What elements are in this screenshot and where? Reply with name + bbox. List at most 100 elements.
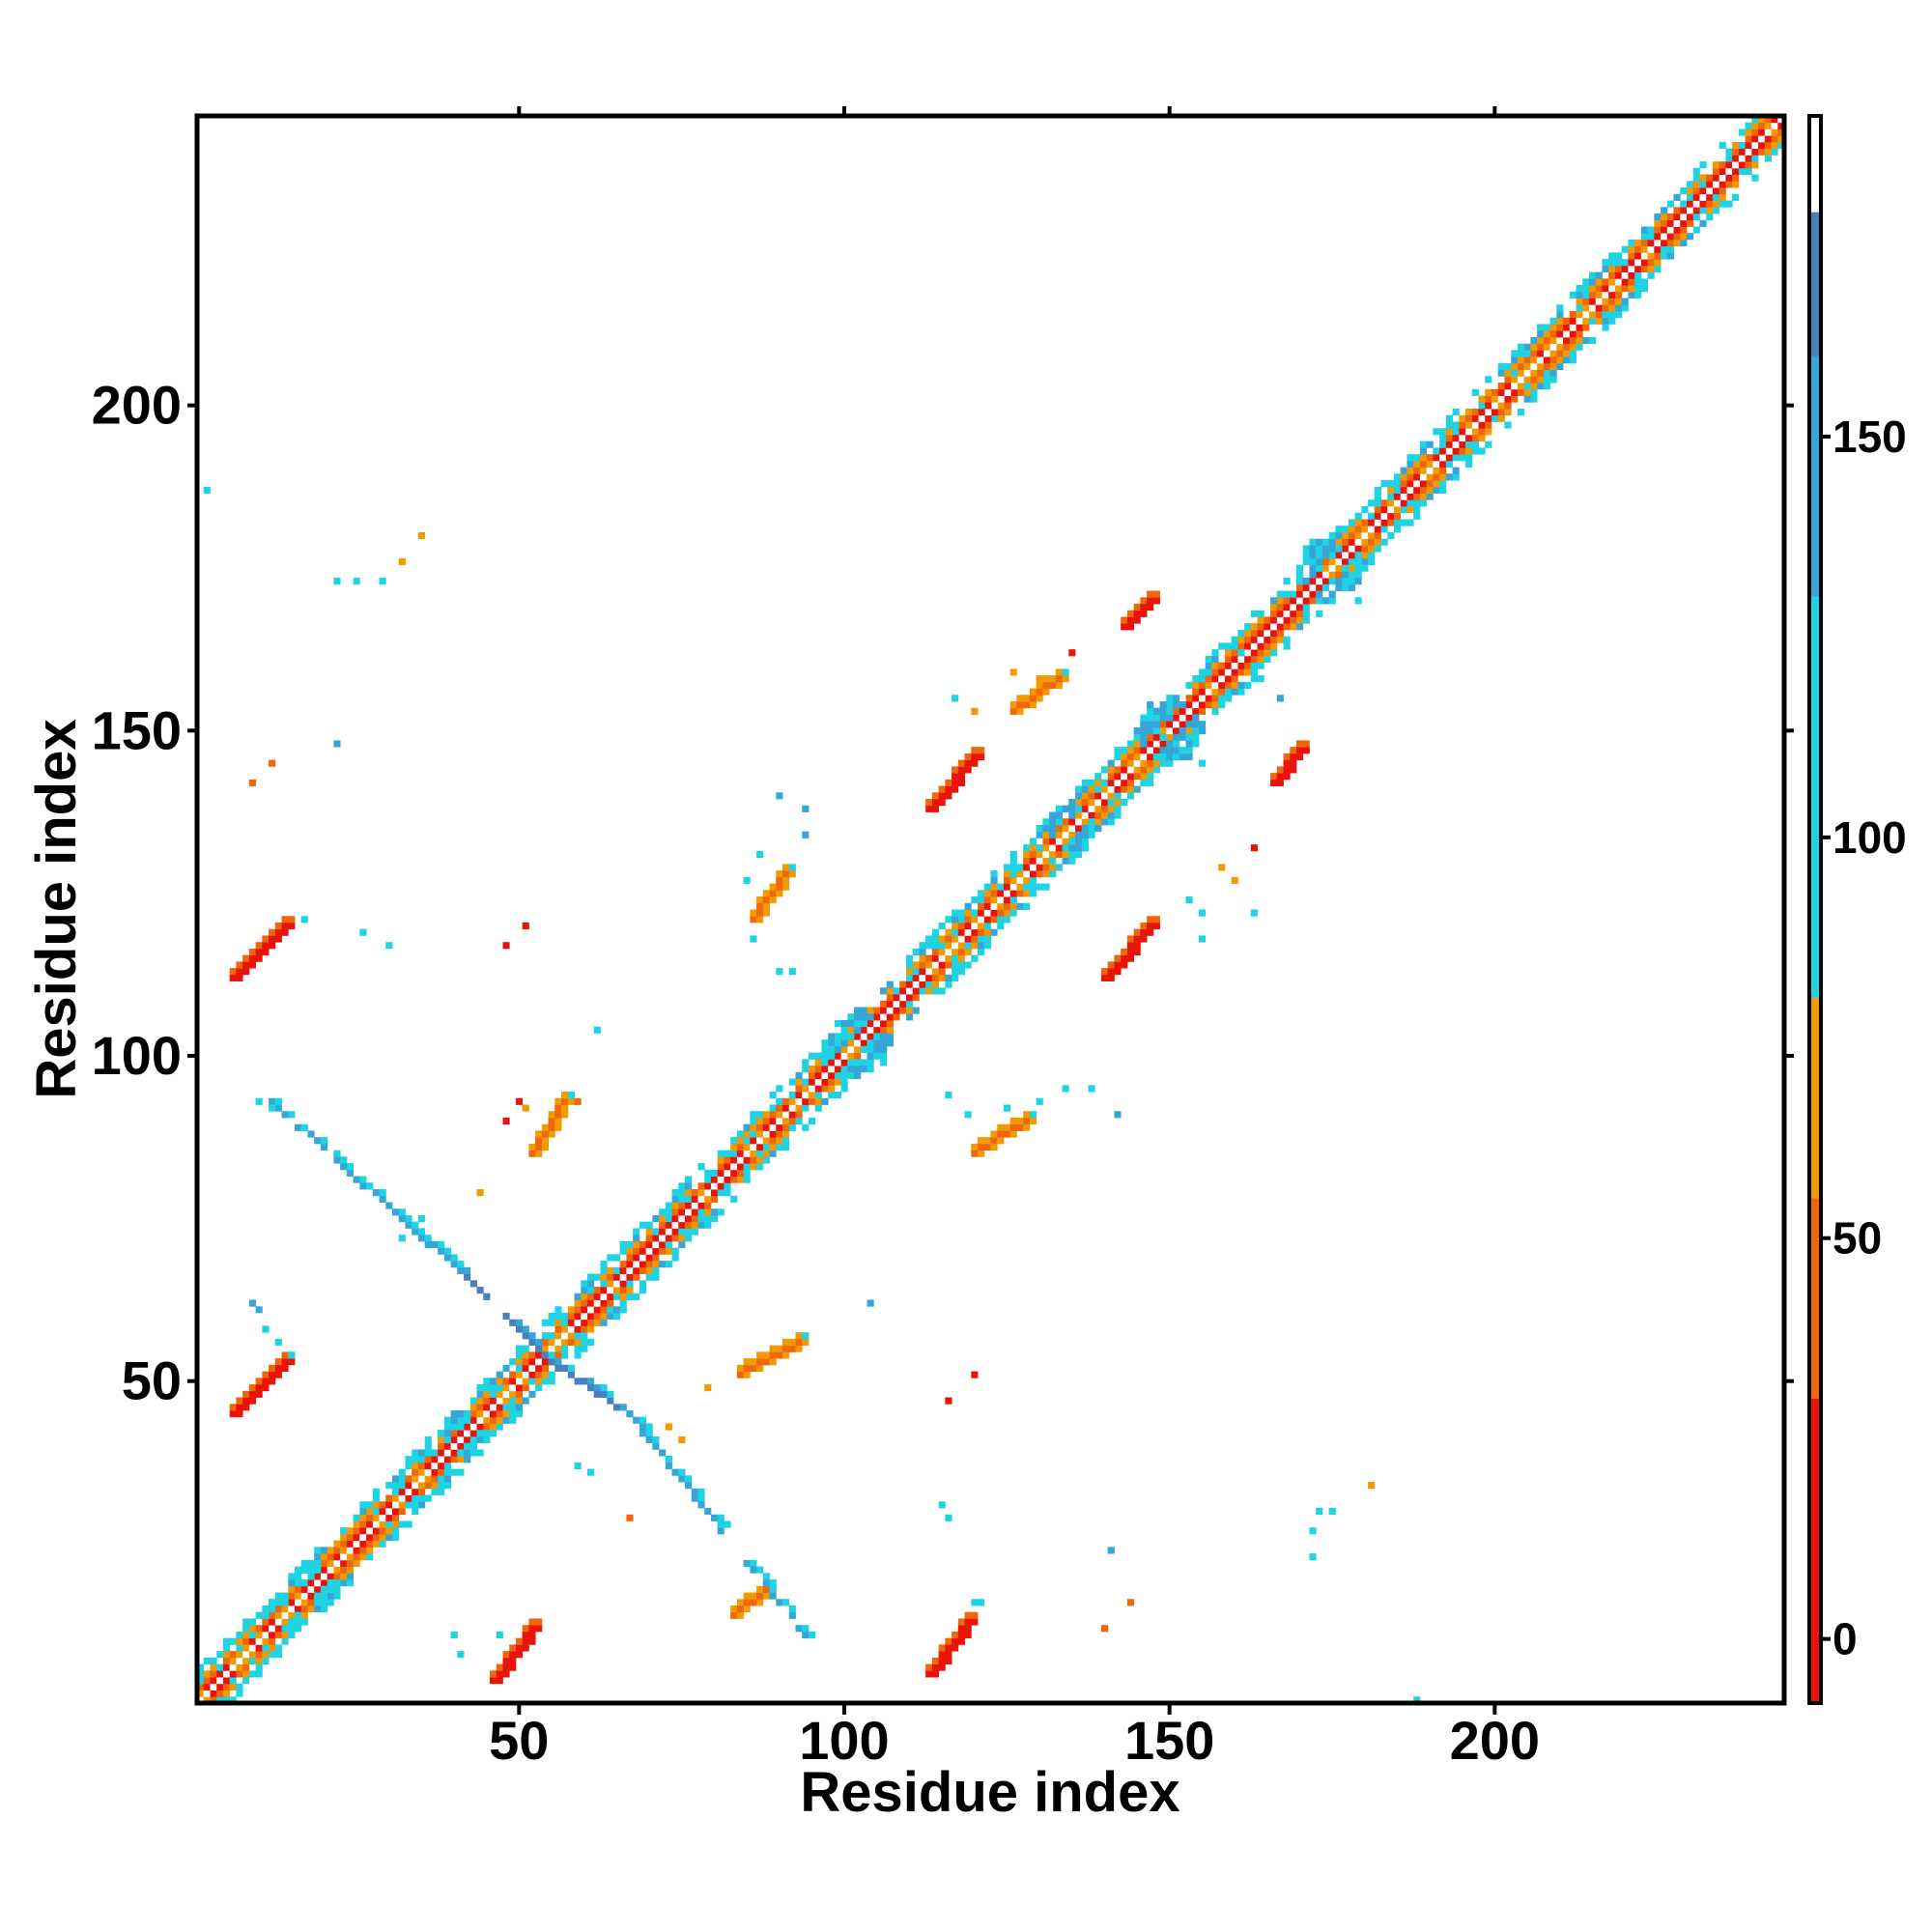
scatter-cell [457, 1651, 465, 1659]
near-diagonal-cell [762, 1111, 770, 1119]
diagonal-cell [724, 1169, 731, 1177]
arm-cell [600, 1390, 608, 1398]
blob-cell [1335, 578, 1343, 585]
near-diagonal-cell [255, 1663, 263, 1671]
scatter-cell [262, 1325, 270, 1333]
arm-cell [274, 1097, 282, 1105]
diagonal-cell [1100, 792, 1109, 800]
near-diagonal-cell [724, 1189, 731, 1197]
near-diagonal-cell [1771, 141, 1778, 150]
near-diagonal-cell [242, 1670, 250, 1678]
near-diagonal-cell [912, 974, 920, 981]
near-diagonal-cell [1302, 597, 1310, 605]
near-diagonal-cell [938, 987, 946, 995]
near-diagonal-cell [795, 1092, 803, 1099]
near-diagonal-cell [1537, 376, 1545, 384]
contact-cell [496, 1670, 503, 1678]
near-diagonal-cell [515, 1390, 524, 1398]
scatter-cell [1368, 1482, 1376, 1490]
near-diagonal-cell [1244, 668, 1252, 676]
contact-cell [1100, 974, 1109, 981]
near-diagonal-cell [587, 1312, 595, 1321]
near-diagonal-cell [1439, 428, 1447, 436]
contact-cell [229, 968, 237, 976]
near-diagonal-cell [1751, 122, 1759, 129]
diagonal-cell [795, 1097, 803, 1105]
contact-cell [535, 1625, 543, 1633]
diagonal-cell [828, 1065, 836, 1073]
near-diagonal-cell [971, 909, 979, 917]
near-diagonal-cell [1354, 519, 1362, 526]
near-diagonal-cell [750, 1123, 757, 1131]
near-diagonal-cell [1680, 187, 1688, 195]
near-diagonal-cell [1400, 480, 1407, 488]
arm-cell [424, 1235, 432, 1242]
near-diagonal-cell [417, 1449, 426, 1457]
near-diagonal-cell [1497, 362, 1505, 371]
near-diagonal-cell [743, 1137, 751, 1145]
near-diagonal-cell [1368, 512, 1376, 520]
near-diagonal-cell [840, 1078, 848, 1086]
near-diagonal-cell [262, 1605, 270, 1613]
diagonal-cell [535, 1358, 543, 1366]
contact-cell [548, 1123, 555, 1131]
near-diagonal-cell [1608, 311, 1616, 319]
near-diagonal-cell [1029, 890, 1037, 897]
contact-cell [236, 1397, 243, 1405]
contact-cell [535, 1618, 543, 1626]
near-diagonal-cell [1406, 473, 1414, 481]
near-diagonal-cell [762, 1137, 770, 1145]
near-diagonal-cell [1237, 662, 1245, 669]
near-diagonal-cell [372, 1514, 380, 1521]
contact-cell [262, 942, 270, 950]
near-diagonal-cell [457, 1430, 465, 1437]
near-diagonal-cell [1758, 148, 1766, 156]
near-diagonal-cell [1504, 421, 1512, 429]
contact-cell [931, 799, 940, 807]
contact-cell [496, 1677, 503, 1685]
near-diagonal-cell [385, 1482, 393, 1490]
blob-cell [1166, 695, 1174, 702]
near-diagonal-cell [295, 1625, 302, 1633]
near-diagonal-cell [541, 1358, 550, 1366]
near-diagonal-cell [1107, 792, 1115, 800]
diagonal-cell [1088, 805, 1095, 812]
near-diagonal-cell [340, 1559, 348, 1567]
diagonal-cell [1445, 447, 1453, 455]
contact-cell [269, 1371, 276, 1378]
contact-cell [281, 916, 289, 923]
near-diagonal-cell [424, 1456, 432, 1463]
near-diagonal-cell [222, 1677, 231, 1685]
near-diagonal-cell [1049, 850, 1057, 859]
near-diagonal-cell [1764, 141, 1772, 150]
diagonal-cell [1400, 493, 1407, 500]
near-diagonal-cell [1062, 818, 1069, 826]
diagonal-cell [1211, 681, 1219, 689]
colorbar-tick-label: 150 [1833, 412, 1907, 462]
near-diagonal-cell [1250, 655, 1258, 664]
near-diagonal-cell [379, 1527, 386, 1535]
contact-cell [248, 1390, 256, 1398]
near-diagonal-cell [1433, 454, 1440, 462]
near-diagonal-cell [665, 1221, 672, 1229]
near-diagonal-cell [1185, 695, 1193, 702]
blob-cell [1342, 583, 1350, 591]
near-diagonal-cell [1576, 336, 1583, 345]
near-diagonal-cell [248, 1631, 256, 1639]
scatter-cell [502, 942, 510, 950]
near-diagonal-cell [1640, 278, 1648, 286]
near-diagonal-cell [750, 1130, 757, 1138]
colorbar-band [1809, 212, 1821, 356]
x-axis-title: Residue index [800, 1761, 1179, 1824]
diagonal-cell [652, 1240, 660, 1249]
diagonal-cell [717, 1176, 724, 1183]
near-diagonal-cell [1452, 409, 1460, 416]
near-diagonal-cell [717, 1182, 724, 1190]
near-diagonal-cell [945, 942, 952, 950]
diagonal-cell [242, 1651, 250, 1659]
diagonal-cell [1563, 330, 1571, 338]
near-diagonal-cell [541, 1332, 550, 1340]
near-diagonal-cell [1576, 330, 1583, 338]
near-diagonal-cell [1725, 174, 1733, 182]
near-diagonal-cell [1745, 161, 1752, 169]
